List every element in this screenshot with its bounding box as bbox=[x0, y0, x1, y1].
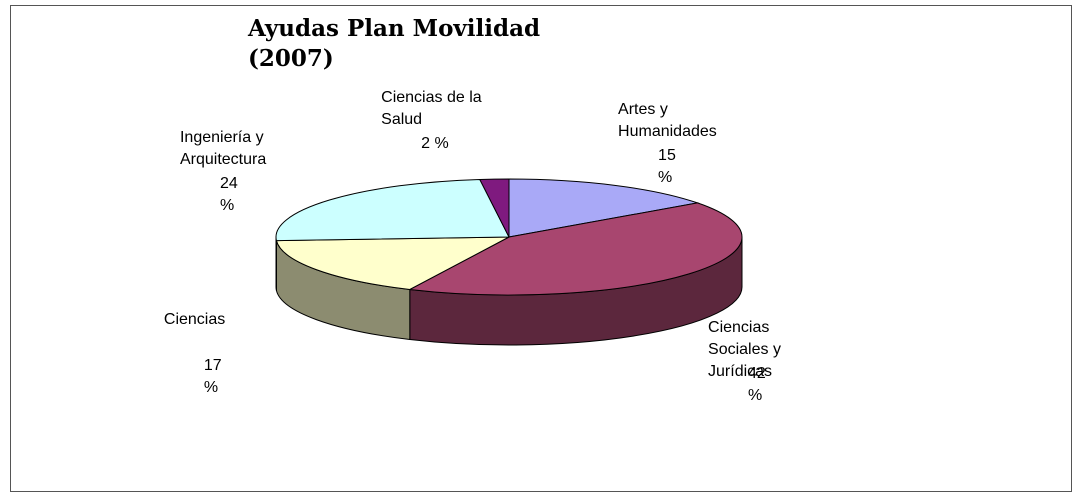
category-label: Ingeniería y Arquitectura bbox=[179, 128, 267, 168]
pie-slice bbox=[275, 178, 510, 242]
pie-slice bbox=[508, 178, 700, 238]
pie-slice bbox=[275, 236, 510, 290]
chart-title: Ayudas Plan Movilidad (2007) bbox=[248, 15, 541, 72]
value-label: 42 % bbox=[748, 365, 766, 405]
pie-slice bbox=[408, 202, 743, 296]
value-label: 24 % bbox=[219, 174, 238, 214]
category-label: Ciencias bbox=[163, 310, 226, 328]
value-label: 15 % bbox=[658, 146, 676, 186]
category-label: Ciencias de la Salud bbox=[381, 89, 482, 129]
value-label: 2 % bbox=[421, 135, 449, 153]
pie-slice bbox=[478, 178, 510, 238]
category-label: Artes y Humanidades bbox=[618, 100, 717, 140]
chart-frame bbox=[10, 5, 1072, 492]
category-label: Ciencias Sociales y Jurídicas bbox=[708, 319, 781, 381]
value-label: 17 % bbox=[203, 356, 222, 396]
